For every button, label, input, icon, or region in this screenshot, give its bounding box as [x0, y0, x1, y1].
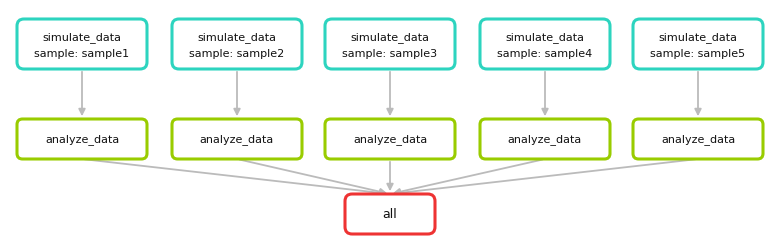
FancyBboxPatch shape: [172, 120, 302, 159]
FancyBboxPatch shape: [633, 120, 763, 159]
Text: sample: sample4: sample: sample4: [498, 49, 593, 59]
FancyBboxPatch shape: [17, 120, 147, 159]
Text: sample: sample2: sample: sample2: [190, 49, 285, 59]
FancyBboxPatch shape: [325, 20, 455, 70]
Text: simulate_data: simulate_data: [42, 32, 122, 43]
FancyBboxPatch shape: [325, 120, 455, 159]
Text: analyze_data: analyze_data: [45, 134, 119, 145]
FancyBboxPatch shape: [480, 120, 610, 159]
Text: sample: sample3: sample: sample3: [342, 49, 438, 59]
FancyBboxPatch shape: [633, 20, 763, 70]
FancyBboxPatch shape: [17, 20, 147, 70]
Text: analyze_data: analyze_data: [353, 134, 427, 145]
FancyBboxPatch shape: [345, 194, 435, 234]
Text: analyze_data: analyze_data: [200, 134, 274, 145]
Text: sample: sample5: sample: sample5: [651, 49, 746, 59]
Text: analyze_data: analyze_data: [661, 134, 735, 145]
Text: simulate_data: simulate_data: [197, 32, 276, 43]
Text: simulate_data: simulate_data: [350, 32, 430, 43]
Text: simulate_data: simulate_data: [505, 32, 584, 43]
Text: sample: sample1: sample: sample1: [34, 49, 129, 59]
FancyBboxPatch shape: [172, 20, 302, 70]
Text: all: all: [383, 208, 397, 220]
Text: analyze_data: analyze_data: [508, 134, 582, 145]
Text: simulate_data: simulate_data: [658, 32, 738, 43]
FancyBboxPatch shape: [480, 20, 610, 70]
